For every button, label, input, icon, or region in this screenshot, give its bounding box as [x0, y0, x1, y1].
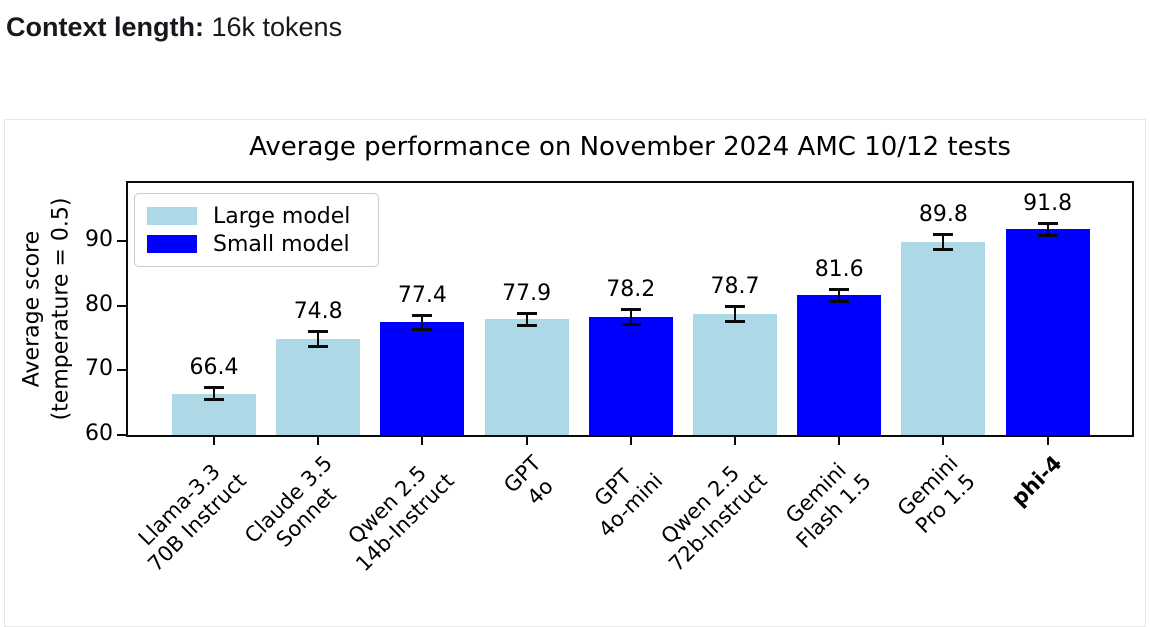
- error-bar: [421, 314, 424, 331]
- chart-title: Average performance on November 2024 AMC…: [249, 132, 1011, 162]
- x-tick-mark: [838, 437, 841, 445]
- legend: Large model Small model: [134, 193, 379, 267]
- bar-value-label: 89.8: [918, 202, 968, 228]
- error-bar-cap: [725, 305, 745, 309]
- y-tick-label: 60: [85, 421, 113, 446]
- x-tick-mark: [525, 437, 528, 445]
- legend-item-small-model: Small model: [147, 232, 366, 257]
- small-model-swatch: [147, 235, 197, 253]
- error-bar-cap: [412, 313, 433, 317]
- bar: [797, 295, 882, 435]
- bar-value-label: 78.7: [710, 274, 760, 300]
- context-length-header: Context length: 16k tokens: [6, 10, 342, 44]
- bar-value-label: 66.4: [189, 355, 239, 381]
- error-bar: [734, 306, 736, 322]
- x-tick-label: Gemini Pro 1.5: [892, 451, 980, 538]
- legend-item-large-model: Large model: [147, 204, 366, 229]
- bar-value-label: 77.4: [397, 282, 447, 308]
- legend-label: Small model: [213, 231, 350, 257]
- error-bar-cap: [308, 330, 329, 334]
- error-bar-cap: [620, 308, 641, 312]
- bar: [1005, 229, 1090, 435]
- error-bar-cap: [516, 323, 537, 327]
- error-bar-cap: [829, 287, 850, 291]
- x-tick-label: Claude 3.5 Sonnet: [240, 451, 341, 552]
- x-tick-label: GPT 4o: [499, 451, 558, 510]
- y-tick-mark: [117, 304, 126, 307]
- bar: [380, 322, 465, 435]
- error-bar-cap: [1037, 221, 1058, 225]
- error-bar-cap: [725, 319, 745, 323]
- y-tick-label: 90: [85, 226, 113, 252]
- error-bar-cap: [933, 233, 954, 237]
- bar: [484, 319, 569, 435]
- x-tick-label: phi-4: [1006, 451, 1067, 511]
- error-bar: [942, 234, 945, 250]
- x-tick-label: Llama-3.3 70B Instruct: [133, 459, 251, 577]
- x-tick-mark: [942, 437, 945, 445]
- error-bar-cap: [516, 311, 537, 315]
- x-tick-mark: [629, 437, 632, 445]
- bar-value-label: 74.8: [293, 299, 343, 325]
- bar: [901, 242, 986, 435]
- large-model-swatch: [147, 207, 197, 225]
- bar-value-label: 81.6: [814, 256, 864, 282]
- x-tick-mark: [213, 437, 215, 445]
- error-bar: [1046, 222, 1049, 236]
- x-tick-label: Qwen 2.5 72b-Instruct: [656, 460, 772, 577]
- error-bar-cap: [412, 328, 433, 332]
- error-bar-cap: [204, 398, 224, 402]
- x-tick-mark: [1046, 437, 1049, 445]
- y-tick-mark: [117, 369, 126, 372]
- error-bar-cap: [620, 323, 641, 326]
- y-tick-mark: [117, 239, 126, 242]
- error-bar-cap: [829, 299, 850, 303]
- y-tick-label: 80: [85, 291, 113, 317]
- x-tick-mark: [734, 437, 736, 445]
- error-bar-cap: [933, 247, 954, 251]
- legend-label: Large model: [213, 203, 351, 229]
- x-tick-mark: [421, 437, 424, 445]
- context-length-value: 16k tokens: [203, 12, 343, 42]
- bar-value-label: 78.2: [606, 277, 656, 303]
- x-tick-label: GPT 4o-mini: [589, 464, 668, 542]
- error-bar: [317, 331, 320, 347]
- x-tick-label: Gemini Flash 1.5: [781, 458, 876, 553]
- error-bar-cap: [204, 386, 224, 390]
- error-bar: [525, 312, 528, 326]
- figure-card: Average performance on November 2024 AMC…: [4, 119, 1146, 627]
- error-bar-cap: [308, 345, 329, 348]
- error-bar: [629, 309, 632, 325]
- context-length-label: Context length:: [6, 12, 204, 42]
- bar: [276, 339, 361, 435]
- y-tick-mark: [117, 434, 126, 436]
- x-tick-label: Qwen 2.5 14b-Instruct: [343, 460, 459, 577]
- error-bar-cap: [1037, 233, 1058, 237]
- bar-value-label: 77.9: [502, 280, 552, 306]
- bar: [693, 314, 777, 435]
- bar: [588, 317, 673, 435]
- x-tick-mark: [317, 437, 320, 445]
- bar-value-label: 91.8: [1023, 190, 1073, 216]
- error-bar: [213, 387, 215, 401]
- y-tick-label: 70: [85, 356, 113, 382]
- error-bar: [838, 288, 841, 302]
